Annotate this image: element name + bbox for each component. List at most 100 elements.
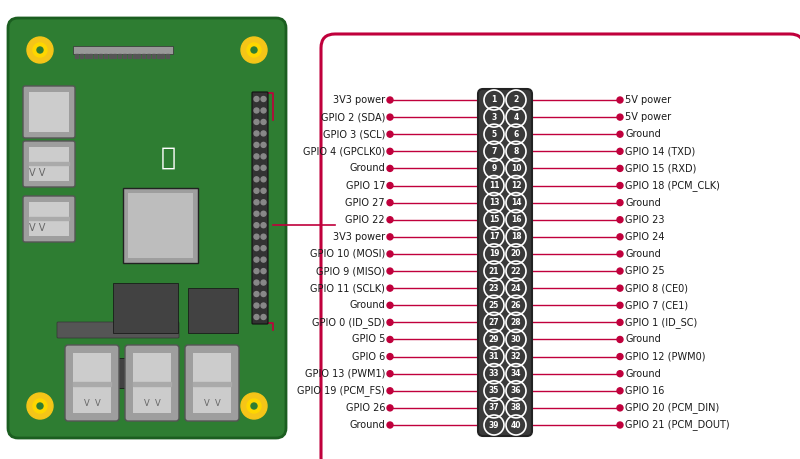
Circle shape xyxy=(617,183,623,189)
Text: V V: V V xyxy=(29,168,45,178)
Circle shape xyxy=(241,37,267,63)
Text: 28: 28 xyxy=(510,318,522,327)
Text: 13: 13 xyxy=(489,198,499,207)
Circle shape xyxy=(484,175,504,196)
Circle shape xyxy=(261,108,266,113)
Circle shape xyxy=(484,141,504,161)
Circle shape xyxy=(484,107,504,127)
Circle shape xyxy=(254,142,259,147)
Bar xyxy=(118,54,122,58)
Circle shape xyxy=(484,278,504,298)
Bar xyxy=(94,54,98,58)
Circle shape xyxy=(617,319,623,325)
Bar xyxy=(114,54,117,58)
Circle shape xyxy=(254,223,259,228)
Text: GPIO 1 (ID_SC): GPIO 1 (ID_SC) xyxy=(625,317,698,328)
Text: 16: 16 xyxy=(510,215,522,224)
Circle shape xyxy=(506,330,526,349)
Text: GPIO 16: GPIO 16 xyxy=(625,386,664,396)
Circle shape xyxy=(254,234,259,239)
Circle shape xyxy=(387,97,393,103)
Text: 12: 12 xyxy=(510,181,522,190)
Text: 23: 23 xyxy=(489,284,499,293)
Circle shape xyxy=(261,314,266,319)
Circle shape xyxy=(387,114,393,120)
Circle shape xyxy=(484,90,504,110)
Text: 5: 5 xyxy=(491,130,497,139)
Text: GPIO 10 (MOSI): GPIO 10 (MOSI) xyxy=(310,249,385,259)
Circle shape xyxy=(617,285,623,291)
Circle shape xyxy=(617,353,623,359)
Text: 5V power: 5V power xyxy=(625,95,671,105)
Circle shape xyxy=(254,188,259,193)
Text: 18: 18 xyxy=(510,232,522,241)
Text: GPIO 26: GPIO 26 xyxy=(346,403,385,413)
Circle shape xyxy=(387,183,393,189)
Circle shape xyxy=(484,244,504,264)
Text: GPIO 18 (PCM_CLK): GPIO 18 (PCM_CLK) xyxy=(625,180,720,191)
Circle shape xyxy=(254,200,259,205)
Bar xyxy=(90,54,93,58)
Circle shape xyxy=(506,278,526,298)
Circle shape xyxy=(254,211,259,216)
Text: 11: 11 xyxy=(489,181,499,190)
Text: GPIO 9 (MISO): GPIO 9 (MISO) xyxy=(316,266,385,276)
Circle shape xyxy=(251,47,257,53)
Circle shape xyxy=(261,269,266,274)
Circle shape xyxy=(387,405,393,411)
Circle shape xyxy=(506,295,526,315)
Circle shape xyxy=(484,227,504,247)
Circle shape xyxy=(247,43,261,57)
Circle shape xyxy=(254,314,259,319)
FancyBboxPatch shape xyxy=(73,353,111,413)
Circle shape xyxy=(617,268,623,274)
Circle shape xyxy=(387,268,393,274)
Text: GPIO 23: GPIO 23 xyxy=(625,215,665,225)
Text: Ground: Ground xyxy=(625,249,661,259)
Text: 26: 26 xyxy=(510,301,522,310)
Circle shape xyxy=(254,131,259,136)
FancyBboxPatch shape xyxy=(185,345,239,421)
Circle shape xyxy=(484,210,504,230)
Bar xyxy=(142,54,146,58)
Text: GPIO 8 (CE0): GPIO 8 (CE0) xyxy=(625,283,688,293)
Circle shape xyxy=(506,124,526,144)
Text: V  V: V V xyxy=(204,398,220,408)
Circle shape xyxy=(387,234,393,240)
Text: 39: 39 xyxy=(489,420,499,430)
Text: 3V3 power: 3V3 power xyxy=(333,232,385,242)
FancyBboxPatch shape xyxy=(23,141,75,187)
Text: 9: 9 xyxy=(491,164,497,173)
Text: GPIO 12 (PWM0): GPIO 12 (PWM0) xyxy=(625,352,706,362)
Circle shape xyxy=(254,119,259,124)
Text: Ground: Ground xyxy=(625,369,661,379)
Circle shape xyxy=(617,422,623,428)
Circle shape xyxy=(254,165,259,170)
Circle shape xyxy=(261,119,266,124)
Circle shape xyxy=(261,257,266,262)
Bar xyxy=(29,162,69,165)
Circle shape xyxy=(506,141,526,161)
Circle shape xyxy=(484,295,504,315)
Text: 31: 31 xyxy=(489,352,499,361)
Circle shape xyxy=(261,131,266,136)
Circle shape xyxy=(254,154,259,159)
Circle shape xyxy=(261,234,266,239)
Circle shape xyxy=(484,124,504,144)
Circle shape xyxy=(261,200,266,205)
Circle shape xyxy=(484,364,504,384)
Text: GPIO 2 (SDA): GPIO 2 (SDA) xyxy=(321,112,385,122)
Text: 22: 22 xyxy=(510,267,522,275)
Circle shape xyxy=(506,227,526,247)
Text: 17: 17 xyxy=(489,232,499,241)
Bar xyxy=(80,54,83,58)
Text: V  V: V V xyxy=(144,398,160,408)
FancyBboxPatch shape xyxy=(29,202,69,236)
Text: 5V power: 5V power xyxy=(625,112,671,122)
Text: 36: 36 xyxy=(510,386,522,395)
Text: GPIO 4 (GPCLK0): GPIO 4 (GPCLK0) xyxy=(302,146,385,157)
Circle shape xyxy=(261,96,266,101)
Bar xyxy=(99,54,102,58)
Circle shape xyxy=(387,217,393,223)
Circle shape xyxy=(254,257,259,262)
